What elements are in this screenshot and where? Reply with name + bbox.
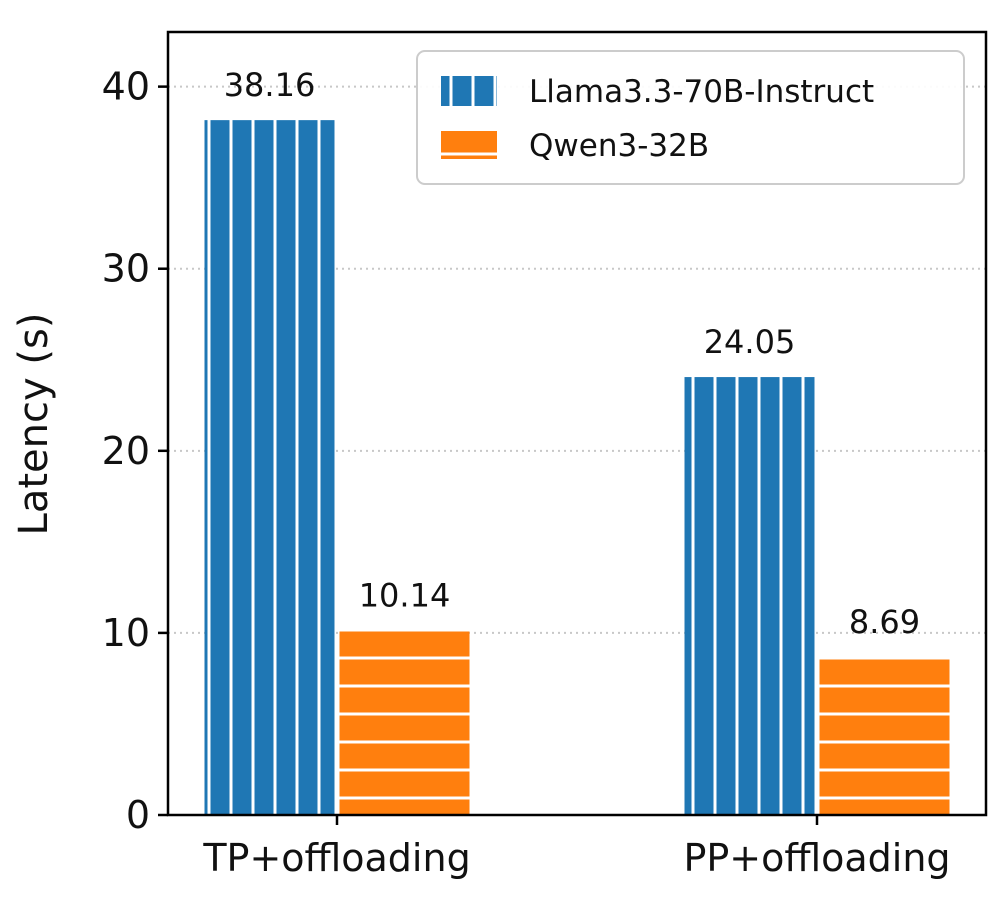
data-label-llama-1: 24.05: [704, 323, 796, 361]
bars-group: [204, 120, 950, 815]
legend: Llama3.3-70B-Instruct Qwen3-32B: [416, 50, 965, 185]
x-axis-ticks: TP+offloading PP+offloading: [202, 815, 951, 880]
data-label-llama-0: 38.16: [224, 66, 316, 104]
y-tick-label-30: 30: [102, 247, 150, 291]
y-tick-label-40: 40: [102, 65, 150, 109]
y-tick-label-0: 0: [126, 793, 150, 837]
legend-label-llama: Llama3.3-70B-Instruct: [529, 74, 874, 110]
legend-swatch-qwen: [441, 131, 497, 159]
data-labels-group: 38.16 10.14 24.05 8.69: [224, 66, 920, 641]
bar-qwen-1: [819, 656, 950, 815]
y-axis-ticks: 0 10 20 30 40: [102, 65, 168, 837]
legend-swatch-llama: [441, 76, 497, 106]
bar-llama-0: [204, 120, 335, 815]
data-label-qwen-0: 10.14: [359, 576, 451, 614]
plot-frame: [166, 30, 988, 817]
x-tick-label-0: TP+offloading: [202, 836, 470, 880]
legend-box: [416, 50, 965, 185]
bar-qwen-0: [339, 630, 470, 815]
x-tick-label-1: PP+offloading: [683, 836, 950, 880]
y-tick-label-20: 20: [102, 429, 150, 473]
y-tick-label-10: 10: [102, 611, 150, 655]
y-axis-label: Latency (s): [11, 313, 57, 536]
data-label-qwen-1: 8.69: [849, 603, 920, 641]
legend-label-qwen: Qwen3-32B: [529, 128, 709, 164]
bar-llama-1: [684, 377, 815, 815]
